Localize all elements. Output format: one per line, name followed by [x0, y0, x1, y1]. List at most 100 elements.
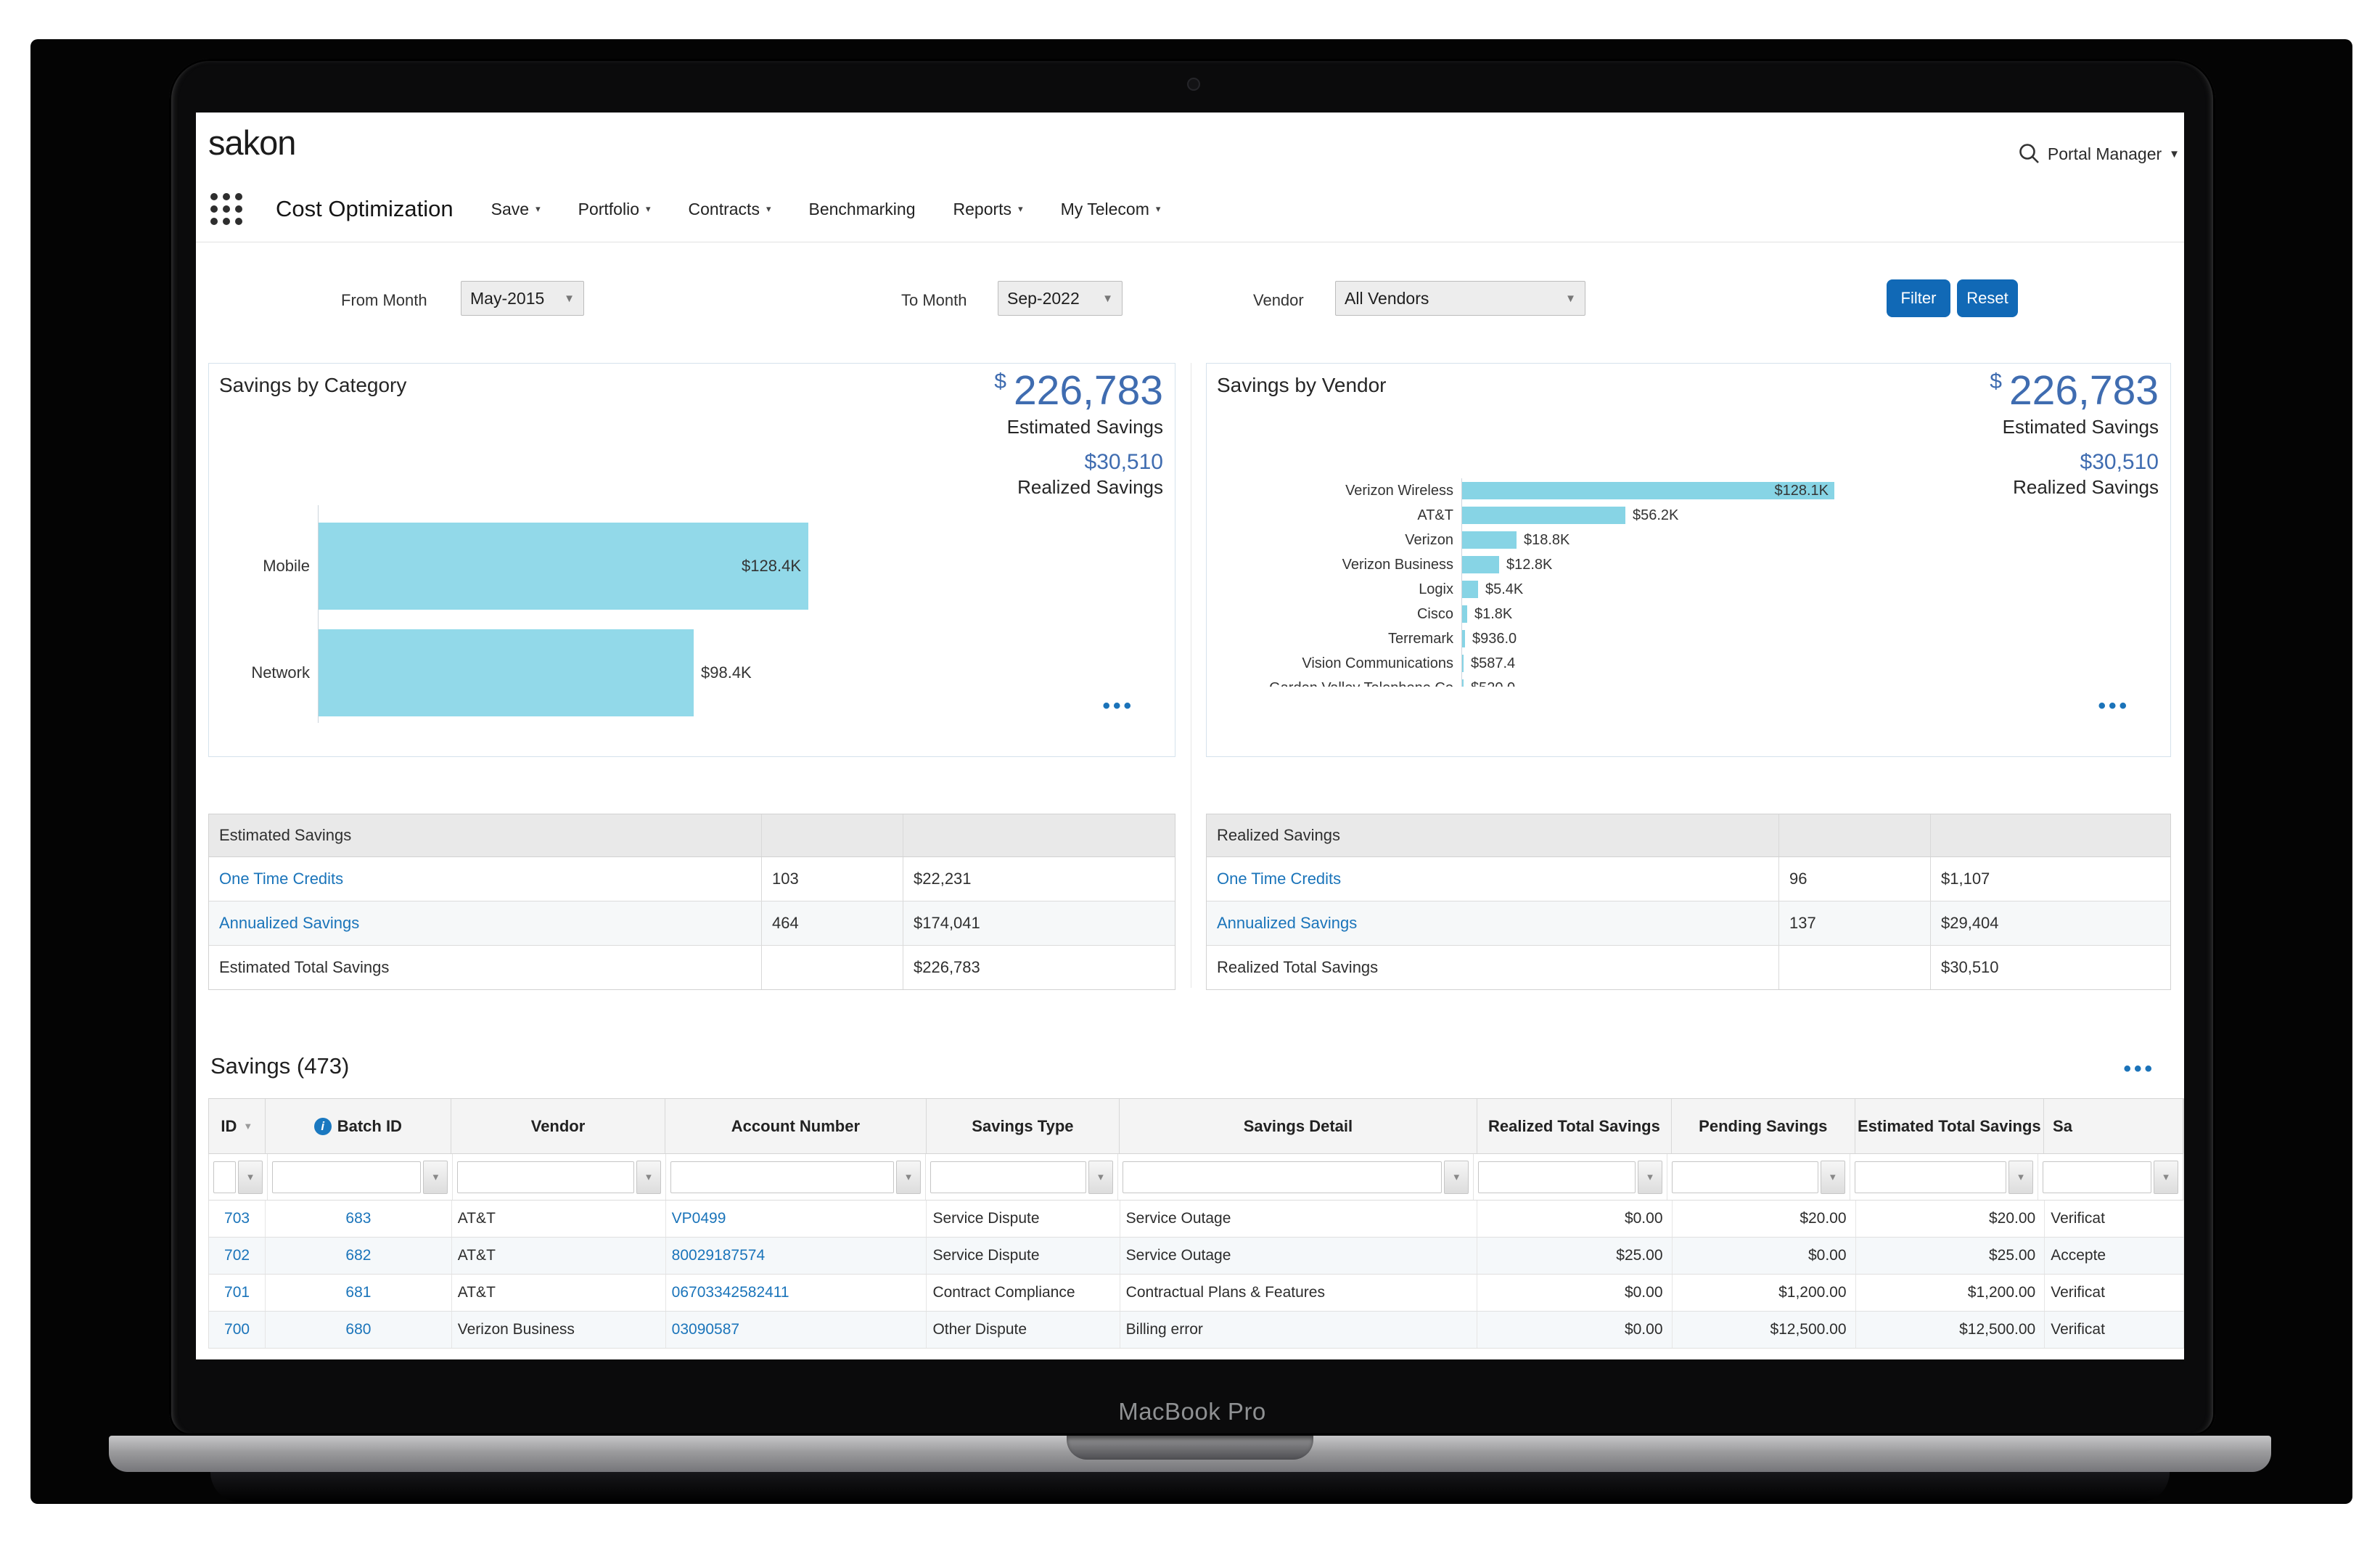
column-header-vendor[interactable]: Vendor	[451, 1099, 665, 1153]
column-header-pending-savings[interactable]: Pending Savings	[1672, 1099, 1855, 1153]
cell-savings-detail: Billing error	[1120, 1312, 1478, 1348]
column-header-id[interactable]: ID ▼	[209, 1099, 266, 1153]
column-header-savings-type[interactable]: Savings Type	[927, 1099, 1120, 1153]
row-link[interactable]: VP0499	[671, 1210, 726, 1227]
filter-dropdown-button[interactable]: ▼	[896, 1160, 922, 1194]
filter-dropdown-button[interactable]: ▼	[1444, 1160, 1469, 1194]
filter-input-estimated-total-savings[interactable]	[1854, 1161, 2006, 1193]
filter-dropdown-button[interactable]: ▼	[423, 1160, 448, 1194]
summary-link[interactable]: One Time Credits	[1217, 870, 1342, 888]
more-options-button[interactable]: •••	[2123, 1057, 2155, 1081]
filter-dropdown-button[interactable]: ▼	[2154, 1160, 2178, 1194]
filter-input-pending-savings[interactable]	[1672, 1161, 1818, 1193]
row-link[interactable]: 682	[345, 1247, 372, 1264]
summary-header-label: Realized Savings	[1217, 826, 1340, 844]
bar	[1462, 581, 1478, 598]
column-header-realized-total-savings[interactable]: Realized Total Savings	[1477, 1099, 1672, 1153]
filter-input-savings-detail[interactable]	[1122, 1161, 1443, 1193]
filter-input-savings-type[interactable]	[930, 1161, 1086, 1193]
row-link[interactable]: 683	[345, 1210, 372, 1227]
cell-realized-total-savings: $0.00	[1477, 1201, 1673, 1237]
cell-pending-savings: $0.00	[1673, 1238, 1856, 1274]
column-header-label: Estimated Total Savings	[1858, 1116, 2041, 1135]
realized-savings-label: Realized Savings	[1017, 476, 1163, 498]
cell-estimated-total-savings: $25.00	[1856, 1238, 2045, 1274]
to-month-select[interactable]: Sep-2022 ▼	[998, 281, 1123, 316]
row-link[interactable]: 680	[345, 1321, 372, 1338]
more-options-button[interactable]: •••	[1102, 694, 1134, 718]
filter-dropdown-button[interactable]: ▼	[2008, 1160, 2033, 1194]
category-label: Mobile	[263, 557, 310, 575]
row-link[interactable]: 702	[224, 1247, 250, 1264]
filter-input-vendor[interactable]	[457, 1161, 634, 1193]
bar	[1462, 507, 1625, 524]
summary-row-name: One Time Credits	[1207, 857, 1778, 901]
nav-item-label: Benchmarking	[808, 199, 916, 218]
table-row: Annualized Savings 137 $29,404	[1207, 901, 2170, 946]
summary-header-cell	[1778, 814, 1930, 856]
sakon-logo: sakon	[208, 123, 296, 162]
macbook-base	[109, 1436, 2271, 1472]
nav-item-reports[interactable]: Reports ▾	[953, 200, 1023, 219]
column-header-estimated-total-savings[interactable]: Estimated Total Savings	[1855, 1099, 2045, 1153]
bar-row: Logix $5.4K	[1207, 577, 2172, 602]
summary-row-amount: $226,783	[903, 946, 1175, 989]
summary-header-label: Estimated Savings	[219, 826, 352, 844]
nav-item-contracts[interactable]: Contracts ▾	[689, 200, 771, 219]
summary-link[interactable]: Annualized Savings	[1217, 914, 1358, 932]
filter-button[interactable]: Filter	[1887, 279, 1950, 317]
filter-input-batch-id[interactable]	[272, 1161, 422, 1193]
column-header-savings-detail[interactable]: Savings Detail	[1120, 1099, 1477, 1153]
reset-button[interactable]: Reset	[1957, 279, 2018, 317]
savings-filter-row: ▼ ▼ ▼ ▼ ▼ ▼ ▼ ▼ ▼ ▼	[208, 1154, 2184, 1201]
filter-dropdown-button[interactable]: ▼	[1820, 1160, 1845, 1194]
from-month-select[interactable]: May-2015 ▼	[461, 281, 584, 316]
search-icon[interactable]	[2017, 142, 2042, 166]
filter-dropdown-button[interactable]: ▼	[1088, 1160, 1113, 1194]
user-menu[interactable]: Portal Manager ▼	[2048, 144, 2180, 164]
to-month-label: To Month	[901, 291, 967, 309]
category-label: Verizon Business	[1342, 557, 1453, 573]
more-options-button[interactable]: •••	[2098, 694, 2130, 718]
row-link[interactable]: 03090587	[671, 1321, 740, 1338]
cell-savings-type: Other Dispute	[927, 1312, 1120, 1348]
kpi-block: $226,783 Estimated Savings $30,510 Reali…	[1990, 367, 2159, 499]
category-label: AT&T	[1417, 507, 1453, 523]
filter-input-account-number[interactable]	[670, 1161, 895, 1193]
column-header-batch-id[interactable]: i Batch ID	[266, 1099, 452, 1153]
filter-dropdown-button[interactable]: ▼	[1638, 1160, 1663, 1194]
cell-id: 703	[209, 1201, 266, 1237]
filter-dropdown-button[interactable]: ▼	[636, 1160, 661, 1194]
nav-item-save[interactable]: Save ▾	[491, 200, 541, 219]
cell-realized-total-savings: $0.00	[1477, 1312, 1673, 1348]
nav-item-my-telecom[interactable]: My Telecom ▾	[1061, 200, 1161, 219]
cell-sa: Verificat	[2045, 1312, 2184, 1348]
vendor-select[interactable]: All Vendors ▼	[1335, 281, 1585, 316]
filter-input-id[interactable]	[213, 1161, 236, 1193]
summary-row-amount: $29,404	[1930, 901, 2170, 945]
row-link[interactable]: 701	[224, 1284, 250, 1301]
column-header-label: Pending Savings	[1699, 1116, 1828, 1135]
filter-input-sa[interactable]	[2043, 1161, 2151, 1193]
bar	[1462, 630, 1465, 647]
app-launcher-icon[interactable]	[210, 193, 242, 225]
summary-link[interactable]: Annualized Savings	[219, 914, 360, 932]
cell-batch-id: 682	[266, 1238, 452, 1274]
row-link[interactable]: 700	[224, 1321, 250, 1338]
row-link[interactable]: 80029187574	[671, 1247, 766, 1264]
row-link[interactable]: 681	[345, 1284, 372, 1301]
summary-total-label: Realized Total Savings	[1217, 958, 1379, 976]
summary-link[interactable]: One Time Credits	[219, 870, 344, 888]
row-link[interactable]: 06703342582411	[671, 1284, 789, 1301]
nav-item-portfolio[interactable]: Portfolio ▾	[578, 200, 651, 219]
nav-item-label: Reports	[953, 199, 1012, 218]
column-header-label: Vendor	[530, 1116, 586, 1135]
column-header-sa[interactable]: Sa	[2044, 1099, 2183, 1153]
nav-item-label: Portfolio	[578, 199, 639, 218]
filter-dropdown-button[interactable]: ▼	[238, 1160, 263, 1194]
column-header-account-number[interactable]: Account Number	[665, 1099, 927, 1153]
row-link[interactable]: 703	[224, 1210, 250, 1227]
nav-item-benchmarking[interactable]: Benchmarking	[808, 200, 915, 219]
filter-input-realized-total-savings[interactable]	[1478, 1161, 1636, 1193]
info-icon: i	[313, 1117, 332, 1135]
